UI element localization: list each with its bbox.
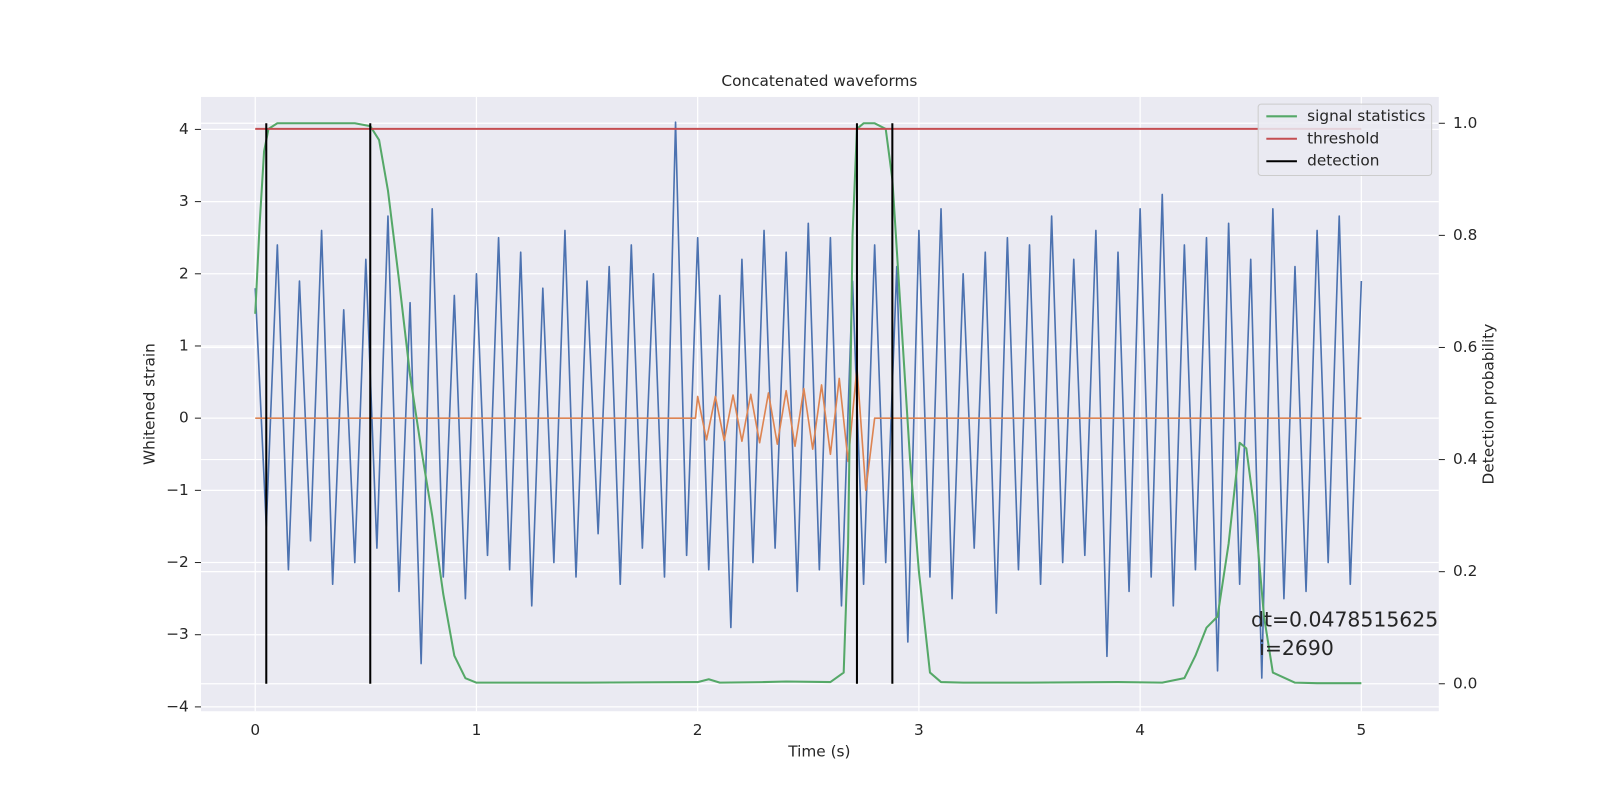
y-axis-label: Whitened strain bbox=[141, 343, 159, 465]
y-tick-label: −3 bbox=[166, 625, 189, 643]
legend: signal statistics threshold detection bbox=[1257, 103, 1433, 177]
series-line bbox=[254, 121, 1363, 679]
y-tick-label: −4 bbox=[166, 697, 189, 715]
x-tick-label: 0 bbox=[250, 721, 260, 739]
annotation: i=2690 bbox=[1259, 636, 1334, 660]
legend-box bbox=[1257, 103, 1433, 177]
y2-tick-label: 0.8 bbox=[1453, 226, 1477, 244]
annotation: dt=0.0478515625 bbox=[1251, 607, 1438, 631]
x-tick-label: 5 bbox=[1356, 721, 1366, 739]
y-tick-label: 3 bbox=[179, 192, 189, 210]
chart-title: Concatenated waveforms bbox=[721, 72, 917, 90]
y-tick-label: 0 bbox=[179, 409, 189, 427]
x-tick-label: 4 bbox=[1135, 721, 1145, 739]
y-tick-label: 1 bbox=[179, 336, 189, 354]
x-tick-label: 3 bbox=[914, 721, 924, 739]
y2-tick-label: 0.6 bbox=[1453, 338, 1477, 356]
y2-tick-label: 1.0 bbox=[1453, 114, 1477, 132]
series-line bbox=[254, 122, 1362, 685]
y-tick-label: 4 bbox=[179, 120, 189, 138]
y2-axis-label: Detection probability bbox=[1479, 324, 1497, 485]
y2-tick-label: 0.2 bbox=[1453, 562, 1477, 580]
y2-tick-label: 0.4 bbox=[1453, 450, 1477, 468]
marks bbox=[254, 121, 1363, 685]
legend-label: signal statistics bbox=[1307, 107, 1425, 125]
y-tick-label: 2 bbox=[179, 264, 189, 282]
x-tick-label: 2 bbox=[693, 721, 703, 739]
legend-label: detection bbox=[1307, 152, 1379, 170]
y2-tick-label: 0.0 bbox=[1453, 674, 1477, 692]
legend-label: threshold bbox=[1307, 129, 1379, 147]
x-axis-label: Time (s) bbox=[787, 743, 850, 761]
plot-area bbox=[201, 96, 1439, 712]
x-tick-label: 1 bbox=[472, 721, 482, 739]
y-tick-label: −1 bbox=[166, 481, 189, 499]
y-tick-label: −2 bbox=[166, 553, 189, 571]
